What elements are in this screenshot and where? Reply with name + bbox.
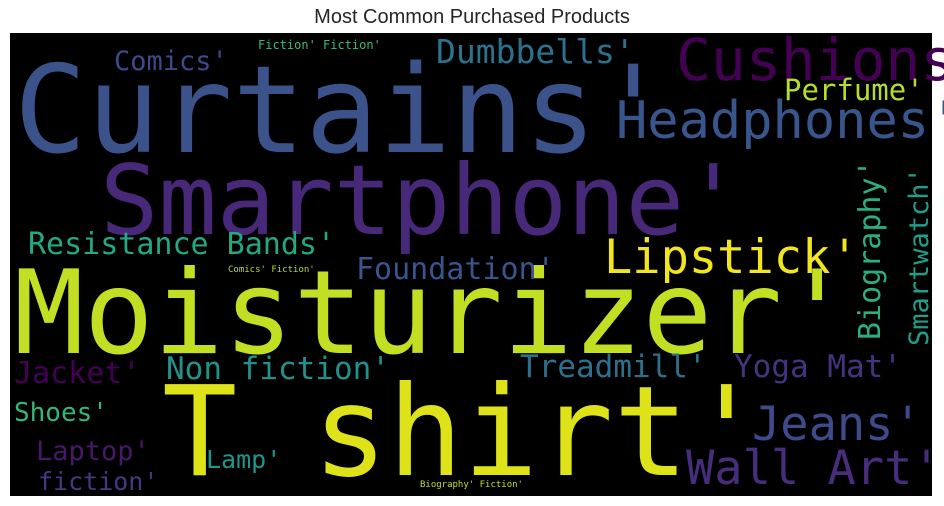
word-curtains: Curtains' (14, 40, 670, 181)
word-jacket: Jacket' (14, 356, 140, 391)
word-treadmill: Treadmill' (520, 349, 707, 385)
word-moisturizer: Moisturizer' (14, 246, 852, 381)
word-smartwatch: Smartwatch' (904, 167, 935, 346)
word-dumbbells: Dumbbells' (436, 32, 635, 71)
word-headphones: Headphones' (616, 91, 944, 151)
word-laptop: Laptop' (36, 436, 150, 467)
word-fiction: fiction' (38, 467, 158, 496)
word-fiction-fiction: Fiction' Fiction' (258, 38, 381, 52)
word-jeans: Jeans' (752, 397, 922, 452)
word-biography-fiction: Biography' Fiction' (420, 480, 523, 490)
word-wall-art: Wall Art' (686, 441, 941, 496)
word-t-shirt: T shirt' (162, 360, 764, 505)
word-foundation: Foundation' (356, 252, 555, 287)
cloud-background (10, 33, 932, 496)
word-comics: Comics' (114, 46, 228, 77)
word-biography: Biography' (853, 159, 888, 340)
word-yoga-mat: Yoga Mat' (734, 349, 902, 385)
word-shoes: Shoes' (14, 398, 108, 428)
word-perfume: Perfume' (784, 73, 924, 107)
word-comics-fiction: Comics' Fiction' (228, 265, 315, 275)
word-lipstick: Lipstick' (604, 230, 859, 285)
word-cushions: Cushions' (676, 26, 944, 94)
word-smartphone: Smartphone' (100, 144, 742, 257)
word-non-fiction: Non fiction' (166, 351, 390, 387)
chart-title: Most Common Purchased Products (314, 6, 630, 28)
word-resistance-bands: Resistance Bands' (28, 227, 335, 262)
word-lamp: Lamp' (206, 445, 281, 474)
